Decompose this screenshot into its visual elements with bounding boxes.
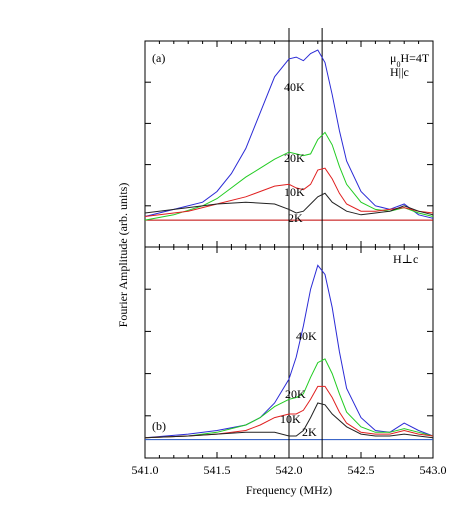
y-axis-label: Fourier Amplitude (arb. units) xyxy=(116,183,130,328)
x-tick-label: 541.0 xyxy=(132,463,159,477)
x-tick-label: 542.0 xyxy=(276,463,303,477)
series-20K-line xyxy=(144,358,434,439)
field-annotation: H⊥c xyxy=(393,252,418,266)
field-annotation: H||c xyxy=(390,65,409,79)
series-label-20K: 20K xyxy=(285,387,306,401)
series-2K-line xyxy=(144,402,434,439)
series-2K-line xyxy=(144,192,434,216)
panel-label: (b) xyxy=(152,419,166,433)
x-tick-label: 543.0 xyxy=(420,463,447,477)
shared-axis-labels: Fourier Amplitude (arb. units) Frequency… xyxy=(116,183,332,497)
series-40K-line xyxy=(144,49,434,219)
series-label-40K: 40K xyxy=(296,329,317,343)
series-10K-line xyxy=(144,167,434,217)
field-annotation: μ0H=4T xyxy=(390,51,430,69)
series-label-10K: 10K xyxy=(280,412,301,426)
x-axis-label: Frequency (MHz) xyxy=(246,483,332,497)
panel-label: (a) xyxy=(152,51,165,65)
x-tick-label: 541.5 xyxy=(204,463,231,477)
panel-a: 40K 20K 10K 2K (a) μ0H=4TH||c xyxy=(144,28,434,248)
series-label-40K: 40K xyxy=(284,80,305,94)
x-tick-label: 542.5 xyxy=(348,463,375,477)
series-label-2K: 2K xyxy=(288,211,303,225)
series-label-2K: 2K xyxy=(302,425,317,439)
series-label-10K: 10K xyxy=(284,185,305,199)
series-label-20K: 20K xyxy=(284,151,305,165)
series-10K-line xyxy=(144,385,434,439)
